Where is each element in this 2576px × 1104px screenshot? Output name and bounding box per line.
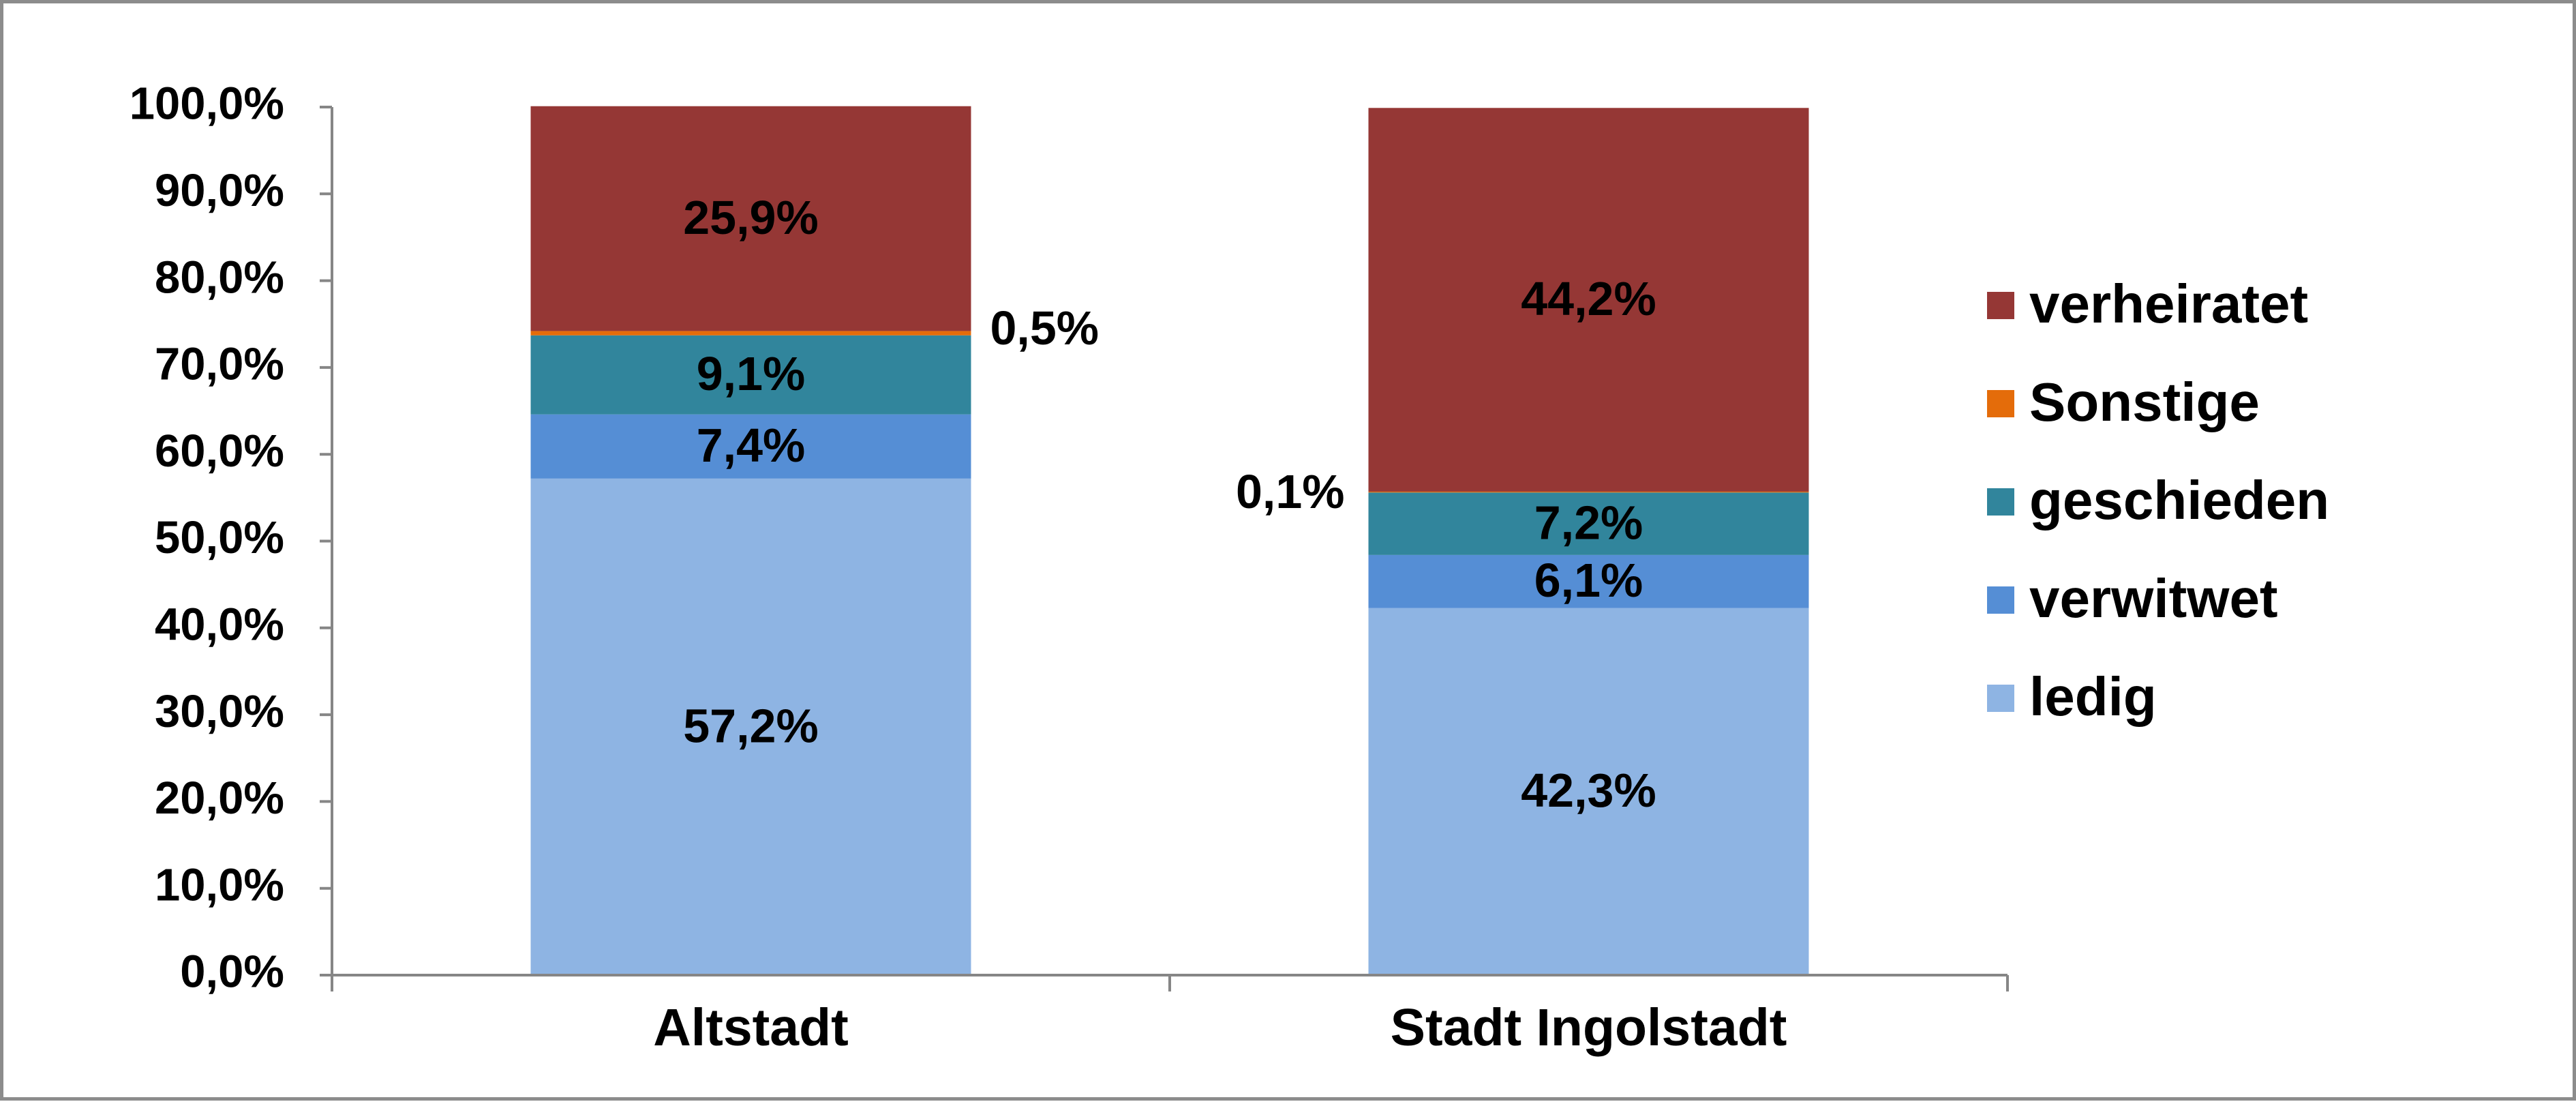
bar-segment-verwitwet-1 [530, 414, 971, 479]
y-tick-label: 0,0% [180, 946, 284, 998]
data-label-ledig-2: 42,3% [1521, 764, 1656, 817]
legend-label-verwitwet: verwitwet [2029, 568, 2278, 629]
y-tick-label: 40,0% [155, 599, 284, 651]
bar-segment-ledig-2 [1368, 608, 1809, 975]
legend-swatch-geschieden [1987, 488, 2014, 516]
data-labels-layer: 57,2% 7,4% 9,1% 0,5% 25,9% 42,3% 6,1%7,2% 0,1% 4… [683, 191, 1656, 817]
data-label-geschieden-2: 7,2% [1534, 496, 1643, 550]
y-tick-label: 50,0% [155, 512, 284, 563]
data-label-verwitwet-2: 6,1% [1534, 554, 1643, 607]
bars-layer [530, 106, 1809, 975]
y-tick-label: 100,0% [130, 78, 284, 130]
y-tick-label: 60,0% [155, 426, 284, 477]
y-tick-label: 70,0% [155, 339, 284, 390]
bar-segment-verwitwet-2 [1368, 554, 1809, 608]
stacked-bar-chart: Altstadt Stadt Ingolstadt 0,0% 10,0% 20,0% 30… [130, 78, 2329, 1057]
data-label-ledig-1: 57,2% [683, 699, 818, 752]
legend-swatch-verheiratet [1987, 292, 2014, 319]
bar-segment-verheiratet-2 [1368, 108, 1809, 492]
legend-swatch-verwitwet [1987, 586, 2014, 614]
y-tick-label: 10,0% [155, 859, 284, 910]
data-label-geschieden-1: 9,1% [697, 347, 806, 400]
y-tick-label: 30,0% [155, 686, 284, 737]
category-label-2: Stadt Ingolstadt [1391, 998, 1787, 1057]
data-label-verheiratet-1: 25,9% [683, 191, 818, 244]
legend-label-verheiratet: verheiratet [2029, 273, 2308, 334]
y-tick-label: 20,0% [155, 773, 284, 824]
bar-segment-geschieden-2 [1368, 492, 1809, 555]
y-tick-label: 90,0% [155, 165, 284, 216]
bar-segment-ledig-1 [530, 478, 971, 975]
bar-segment-sonstige-1 [530, 331, 971, 335]
data-label-sonstige-2: 0,1% [1236, 465, 1345, 518]
data-label-sonstige-1: 0,5% [990, 301, 1100, 355]
legend-label-sonstige: Sonstige [2029, 372, 2260, 432]
legend: verheiratet Sonstige geschieden verwitwet le… [1987, 273, 2329, 727]
data-label-verwitwet-1: 7,4% [697, 419, 806, 472]
y-tick-label: 80,0% [155, 252, 284, 303]
axes-layer: Altstadt Stadt Ingolstadt 0,0% 10,0% 20,0% 30… [130, 78, 2009, 1057]
data-label-verheiratet-2: 44,2% [1521, 272, 1656, 325]
legend-swatch-sonstige [1987, 390, 2014, 417]
category-label-1: Altstadt [653, 998, 849, 1057]
legend-label-ledig: ledig [2029, 666, 2157, 727]
legend-label-geschieden: geschieden [2029, 470, 2329, 531]
legend-swatch-ledig [1987, 685, 2014, 712]
bar-segment-geschieden-1 [530, 335, 971, 415]
bar-segment-verheiratet-1 [530, 106, 971, 331]
